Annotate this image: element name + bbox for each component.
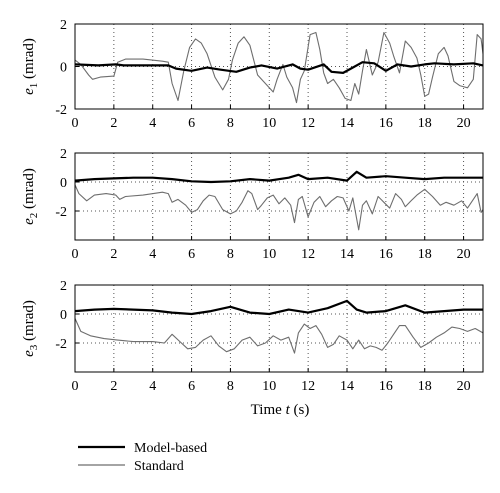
x-tick-label: 20 xyxy=(457,116,471,131)
y-tick-label: 2 xyxy=(60,18,67,33)
legend-label-standard: Standard xyxy=(134,459,184,474)
x-tick-label: 0 xyxy=(72,116,79,131)
x-tick-label: 6 xyxy=(188,379,195,394)
x-tick-label: 20 xyxy=(457,379,471,394)
series-line-standard xyxy=(74,184,484,231)
series-line-model-based xyxy=(74,61,484,74)
x-tick-label: 18 xyxy=(418,116,432,131)
y-tick-label: 0 xyxy=(60,308,67,323)
y-tick-label: 2 xyxy=(60,279,67,294)
legend-label-model-based: Model-based xyxy=(134,441,207,456)
x-tick-label: 14 xyxy=(340,379,354,394)
y-axis-label: e3 (mrad) xyxy=(21,300,40,357)
x-tick-label: 8 xyxy=(227,379,234,394)
x-tick-label: 10 xyxy=(262,247,276,262)
x-tick-label: 12 xyxy=(301,379,315,394)
x-tick-label: 20 xyxy=(457,247,471,262)
y-axis-label: e1 (mrad) xyxy=(21,38,40,95)
y-tick-label: -2 xyxy=(55,205,67,220)
legend: Model-based Standard xyxy=(78,441,207,474)
y-tick-label: -2 xyxy=(55,103,67,118)
x-tick-label: 14 xyxy=(340,116,354,131)
x-tick-label: 10 xyxy=(262,379,276,394)
x-tick-label: 8 xyxy=(227,116,234,131)
y-tick-label: 0 xyxy=(60,61,67,76)
y-axis-label: e2 (mrad) xyxy=(21,168,40,225)
series-line-standard xyxy=(74,318,484,354)
chart-panel-2: 0 2 4 6 8 10 12 14 16 18 20 -2 0 2 e2 (mrad) xyxy=(21,147,484,262)
x-tick-label: 8 xyxy=(227,247,234,262)
y-tick-label: 0 xyxy=(60,176,67,191)
series-line-standard xyxy=(74,31,484,104)
x-tick-label: 16 xyxy=(379,379,393,394)
chart-panel-1: 0 2 4 6 8 10 12 14 16 18 20 -2 0 2 e1 (mrad) xyxy=(21,18,484,131)
y-tick-label: -2 xyxy=(55,337,67,352)
x-tick-label: 2 xyxy=(110,116,117,131)
x-tick-label: 10 xyxy=(262,116,276,131)
x-tick-label: 0 xyxy=(72,379,79,394)
x-tick-label: 18 xyxy=(418,247,432,262)
series-line-model-based xyxy=(74,170,483,184)
series-line-model-based xyxy=(74,299,483,316)
x-tick-label: 0 xyxy=(72,247,79,262)
x-tick-label: 2 xyxy=(110,379,117,394)
x-axis-label: Time t (s) xyxy=(251,402,310,418)
y-tick-label: 2 xyxy=(60,147,67,162)
x-tick-label: 12 xyxy=(301,116,315,131)
chart-panel-3: 0 2 4 6 8 10 12 14 16 18 20 -2 0 2 e3 (mrad) xyxy=(21,279,484,394)
x-tick-label: 14 xyxy=(340,247,354,262)
x-tick-label: 16 xyxy=(379,116,393,131)
x-tick-label: 12 xyxy=(301,247,315,262)
x-tick-label: 4 xyxy=(149,247,156,262)
x-tick-label: 4 xyxy=(149,116,156,131)
x-tick-label: 6 xyxy=(188,247,195,262)
plot-frame xyxy=(74,152,484,241)
plot-frame xyxy=(74,284,484,373)
x-tick-label: 2 xyxy=(110,247,117,262)
x-tick-label: 4 xyxy=(149,379,156,394)
x-tick-label: 6 xyxy=(188,116,195,131)
x-tick-label: 16 xyxy=(379,247,393,262)
x-tick-label: 18 xyxy=(418,379,432,394)
